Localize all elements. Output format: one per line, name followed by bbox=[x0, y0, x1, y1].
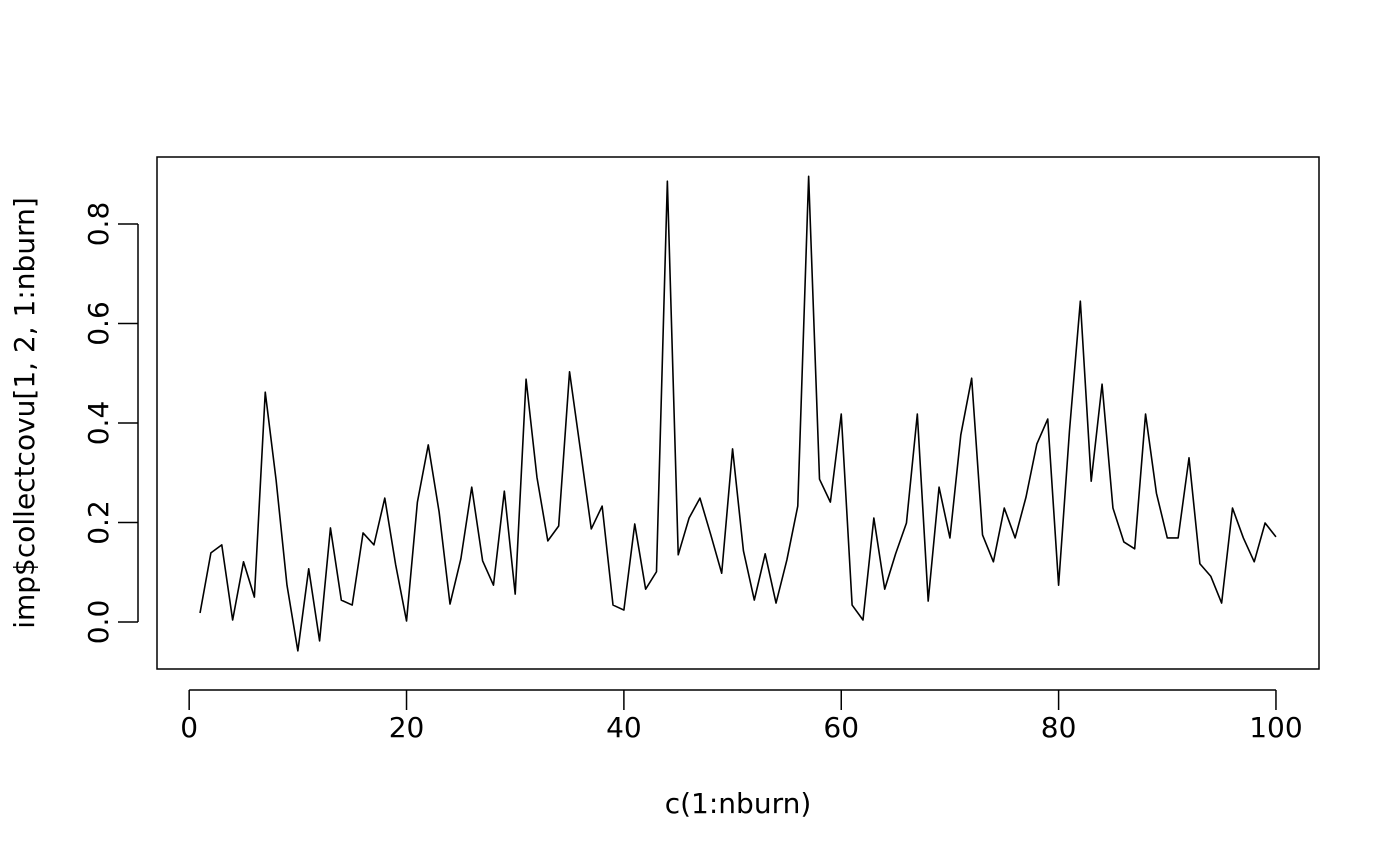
y-axis-label: imp$collectcovu[1, 2, 1:nburn] bbox=[8, 197, 41, 629]
plot-box bbox=[156, 156, 1320, 670]
x-tick-label: 20 bbox=[389, 711, 425, 744]
y-tick-label: 0.8 bbox=[82, 202, 115, 247]
x-tick-label: 60 bbox=[823, 711, 859, 744]
y-tick-label: 0.6 bbox=[82, 301, 115, 346]
y-tick-label: 0.2 bbox=[82, 500, 115, 545]
data-line bbox=[199, 175, 1277, 652]
y-tick-label: 0.4 bbox=[82, 401, 115, 446]
x-axis-label: c(1:nburn) bbox=[665, 787, 812, 820]
x-tick-label: 40 bbox=[606, 711, 642, 744]
y-tick-label: 0.0 bbox=[82, 600, 115, 645]
x-tick-label: 80 bbox=[1041, 711, 1077, 744]
x-tick-label: 100 bbox=[1249, 711, 1302, 744]
x-tick-label: 0 bbox=[180, 711, 198, 744]
